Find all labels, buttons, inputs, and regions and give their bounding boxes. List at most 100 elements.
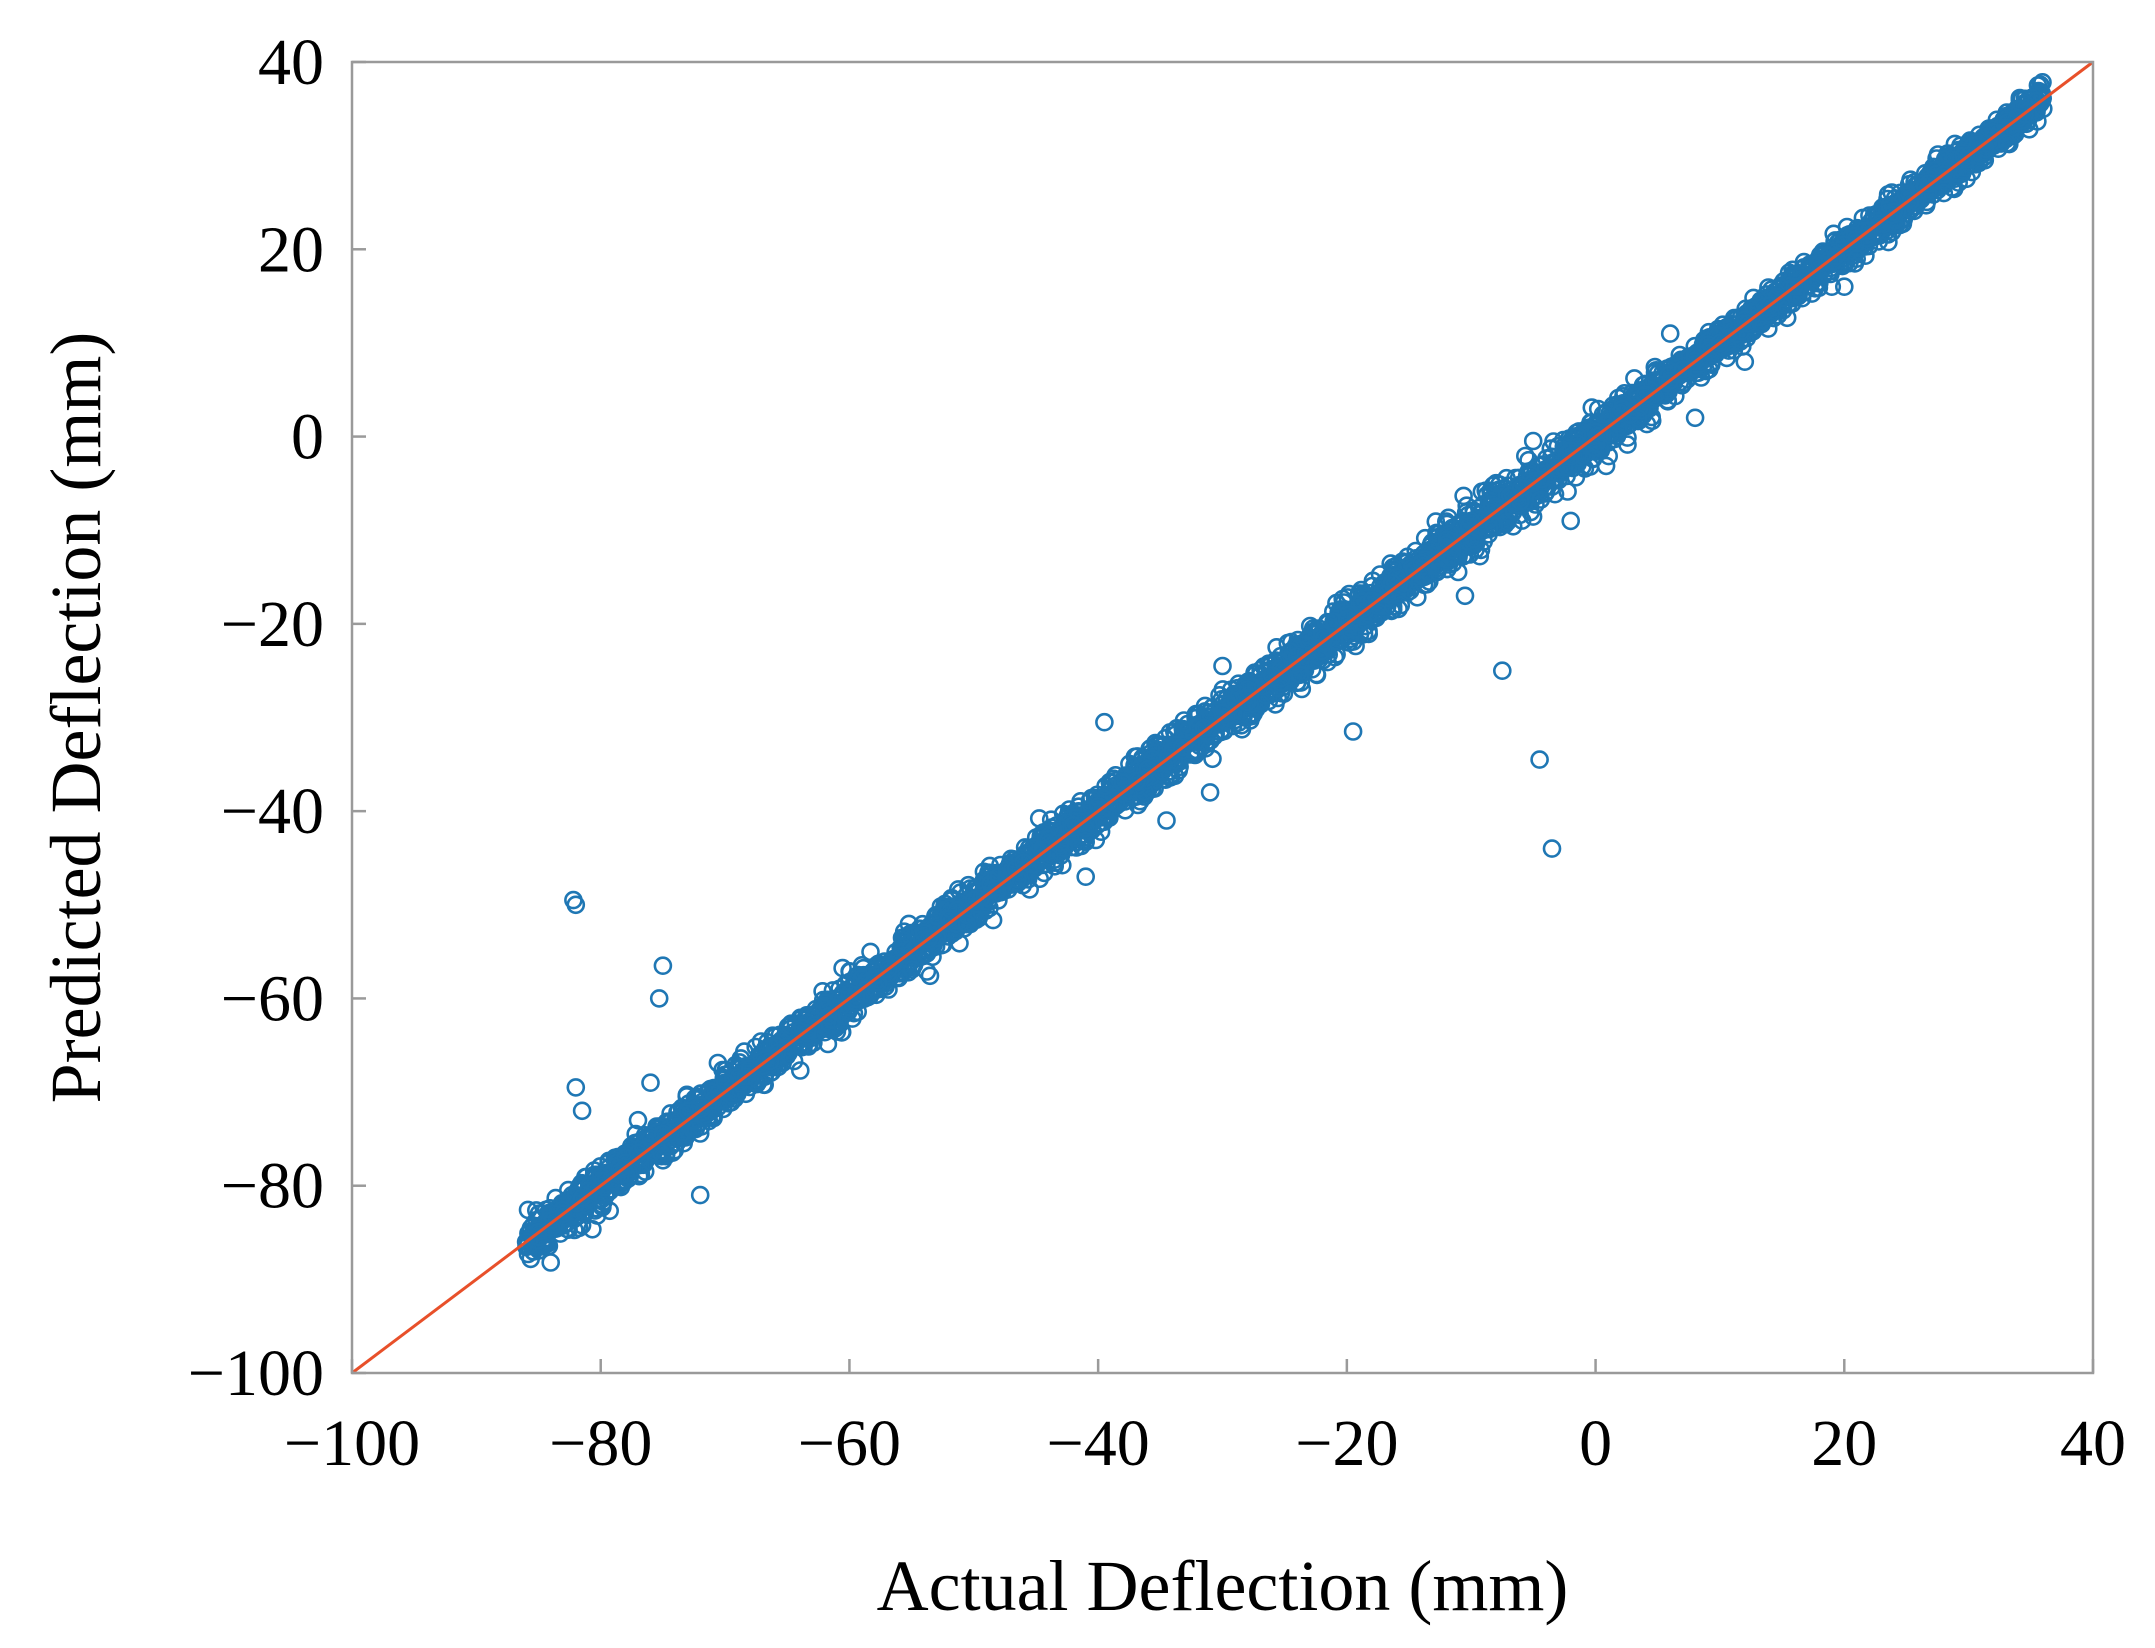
data-point [1625,369,1644,388]
data-point [661,1123,681,1142]
data-point [1437,512,1456,531]
data-point [1523,473,1543,493]
data-point [966,910,986,930]
x-axis-ticks: −100 −80 −60 −40 −20 0 20 40 [284,1359,2126,1480]
data-point [1259,654,1278,674]
outlier-point [1822,277,1842,297]
outlier-point [1200,783,1220,802]
y-tick-label: 0 [291,401,324,474]
outlier-point [1542,839,1562,858]
y-tick-label: 20 [258,213,324,286]
data-point [1454,486,1473,506]
outlier-point [1561,511,1580,531]
data-point [1035,825,1055,844]
x-tick-label: −60 [798,1407,901,1480]
data-point [1770,277,1790,297]
x-axis-title: Actual Deflection (mm) [877,1546,1569,1626]
data-point [1628,409,1648,428]
data-point [1029,809,1049,828]
data-point [1532,470,1551,489]
data-point [686,1119,706,1139]
data-point [1884,202,1904,222]
outlier-point [628,1110,648,1130]
outlier-point [566,895,586,915]
data-point [554,1204,573,1224]
outlier-point [1835,277,1854,297]
data-point [1673,360,1693,379]
outlier-point [653,956,673,976]
y-axis-ticks: −100 −80 −60 −40 −20 0 20 40 [188,26,366,1410]
data-point [1785,277,1804,297]
data-point [819,1006,838,1026]
outlier-point [566,1078,586,1097]
data-point [1934,165,1954,184]
data-point [957,914,977,934]
data-point [1997,134,2017,153]
data-point [1879,232,1898,252]
data-point [1202,698,1222,718]
plot-frame [350,60,2095,1375]
data-point [1760,296,1779,315]
data-point [1292,679,1312,699]
data-point [1558,482,1577,501]
outlier-point [690,1185,710,1205]
y-tick-label: 40 [258,26,324,99]
data-point [1232,719,1252,739]
data-point [1172,738,1192,757]
outlier-point [572,1101,592,1121]
data-point [1516,446,1535,466]
data-point [1710,333,1730,353]
outlier-point [1157,811,1176,830]
data-point [651,1144,671,1163]
data-point [1194,718,1214,738]
outlier-point [1530,750,1549,769]
data-point [1817,252,1837,272]
outlier-point [1934,183,1954,203]
data-point [516,1232,536,1252]
data-point [1202,718,1221,737]
data-point [1324,602,1343,621]
data-point [1120,754,1139,774]
data-point [2009,108,2028,128]
data-point [879,959,898,979]
x-tick-label: −100 [284,1407,420,1480]
data-point [1414,544,1433,564]
x-tick-label: 20 [1811,1407,1877,1480]
data-point [1256,685,1276,705]
outlier-point [649,989,669,1008]
outlier-point [641,1073,660,1092]
data-point [1660,371,1680,390]
data-point [1568,426,1587,446]
data-point [736,1084,756,1104]
data-point [1427,534,1447,554]
data-point [593,1198,612,1217]
outlier-point [1493,661,1512,681]
data-point [1162,748,1181,768]
x-tick-label: 40 [2060,1407,2126,1480]
data-point [1045,853,1065,873]
outlier-point [1455,586,1475,606]
data-point [1523,431,1543,451]
data-point [1030,869,1049,889]
data-point [939,899,958,918]
data-point [1802,284,1822,303]
x-tick-label: −80 [549,1407,652,1480]
data-point [1531,490,1551,509]
data-point [1959,146,1978,165]
data-point [1940,159,1959,179]
y-tick-label: −100 [188,1337,324,1410]
data-point [1484,516,1504,536]
data-point [1544,432,1563,451]
data-point [846,985,866,1005]
data-point [781,1016,801,1035]
data-point [797,1023,817,1043]
data-point [920,966,940,986]
x-tick-label: −20 [1295,1407,1398,1480]
data-point [1593,405,1613,424]
reference-line-y-equals-x [351,60,2094,1375]
data-point [541,1253,561,1272]
data-point [543,1210,563,1230]
y-tick-label: −40 [221,775,324,848]
